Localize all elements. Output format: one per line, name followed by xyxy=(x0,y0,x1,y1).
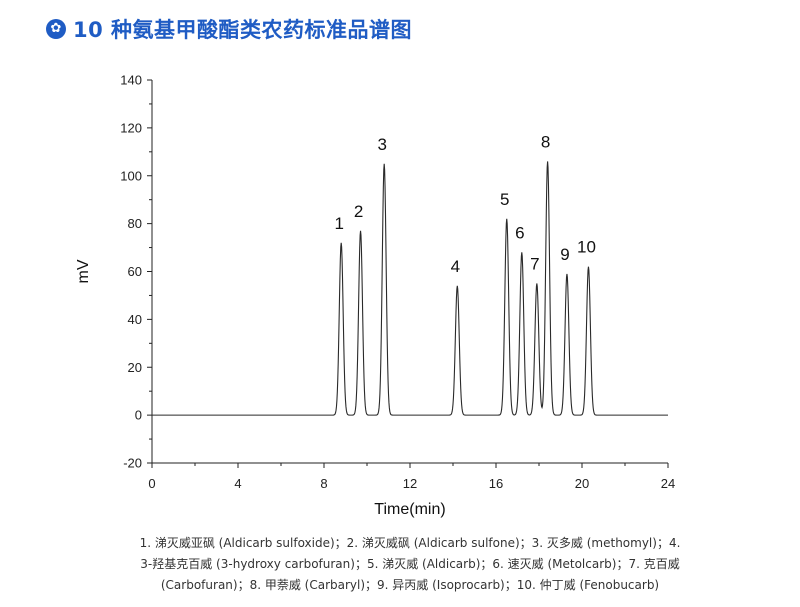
y-tick-label: -20 xyxy=(123,456,142,471)
caption-line-3: (Carbofuran)；8. 甲萘威 (Carbaryl)；9. 异丙威 (I… xyxy=(160,578,660,592)
y-tick-label: 20 xyxy=(128,360,142,375)
peak-label: 10 xyxy=(577,238,596,257)
caption-line-1: 1. 涕灭威亚砜 (Aldicarb sulfoxide)；2. 涕灭威砜 (A… xyxy=(139,536,681,550)
chart-caption: 1. 涕灭威亚砜 (Aldicarb sulfoxide)；2. 涕灭威砜 (A… xyxy=(100,533,720,596)
peak-label: 6 xyxy=(515,223,524,242)
chart-axes xyxy=(151,80,668,464)
x-tick-label: 8 xyxy=(320,476,327,491)
peak-label: 2 xyxy=(354,202,363,221)
x-tick-label: 0 xyxy=(148,476,155,491)
peak-label: 7 xyxy=(530,254,539,273)
y-tick-label: 60 xyxy=(128,264,142,279)
peak-label: 3 xyxy=(377,135,386,154)
x-tick-label: 16 xyxy=(489,476,503,491)
y-tick-label: 140 xyxy=(120,73,142,88)
x-tick-label: 20 xyxy=(575,476,589,491)
x-axis-label: Time(min) xyxy=(374,501,445,518)
y-tick-label: 100 xyxy=(120,168,142,183)
peak-label: 5 xyxy=(500,190,509,209)
x-tick-label: 12 xyxy=(403,476,417,491)
y-axis-label: mV xyxy=(75,259,92,283)
y-tick-label: 0 xyxy=(135,408,142,423)
peak-label: 4 xyxy=(451,257,460,276)
y-tick-label: 40 xyxy=(128,312,142,327)
y-tick-label: 120 xyxy=(120,120,142,135)
peak-labels: 12 3 4 567 8 9 10 xyxy=(334,132,595,275)
peak-label: 1 xyxy=(334,214,343,233)
title-bar: ✿ 10 种氨基甲酸酯类农药标准品谱图 xyxy=(46,12,412,46)
x-tick-label: 4 xyxy=(234,476,241,491)
x-tick-label: 24 xyxy=(661,476,675,491)
caption-line-2: 3-羟基克百威 (3-hydroxy carbofuran)；5. 涕灭威 (A… xyxy=(140,557,680,571)
chromatogram-chart: -20 0 20 40 60 80 100 120 140 0 4 8 12 16 20 24 12 3 4 567… xyxy=(75,73,675,519)
peak-label: 8 xyxy=(541,132,550,151)
y-tick-label: 80 xyxy=(128,216,142,231)
chromatogram-trace xyxy=(152,161,668,416)
page-title: 10 种氨基甲酸酯类农药标准品谱图 xyxy=(73,18,413,42)
peak-label: 9 xyxy=(560,245,569,264)
flower-icon: ✿ xyxy=(46,19,66,39)
